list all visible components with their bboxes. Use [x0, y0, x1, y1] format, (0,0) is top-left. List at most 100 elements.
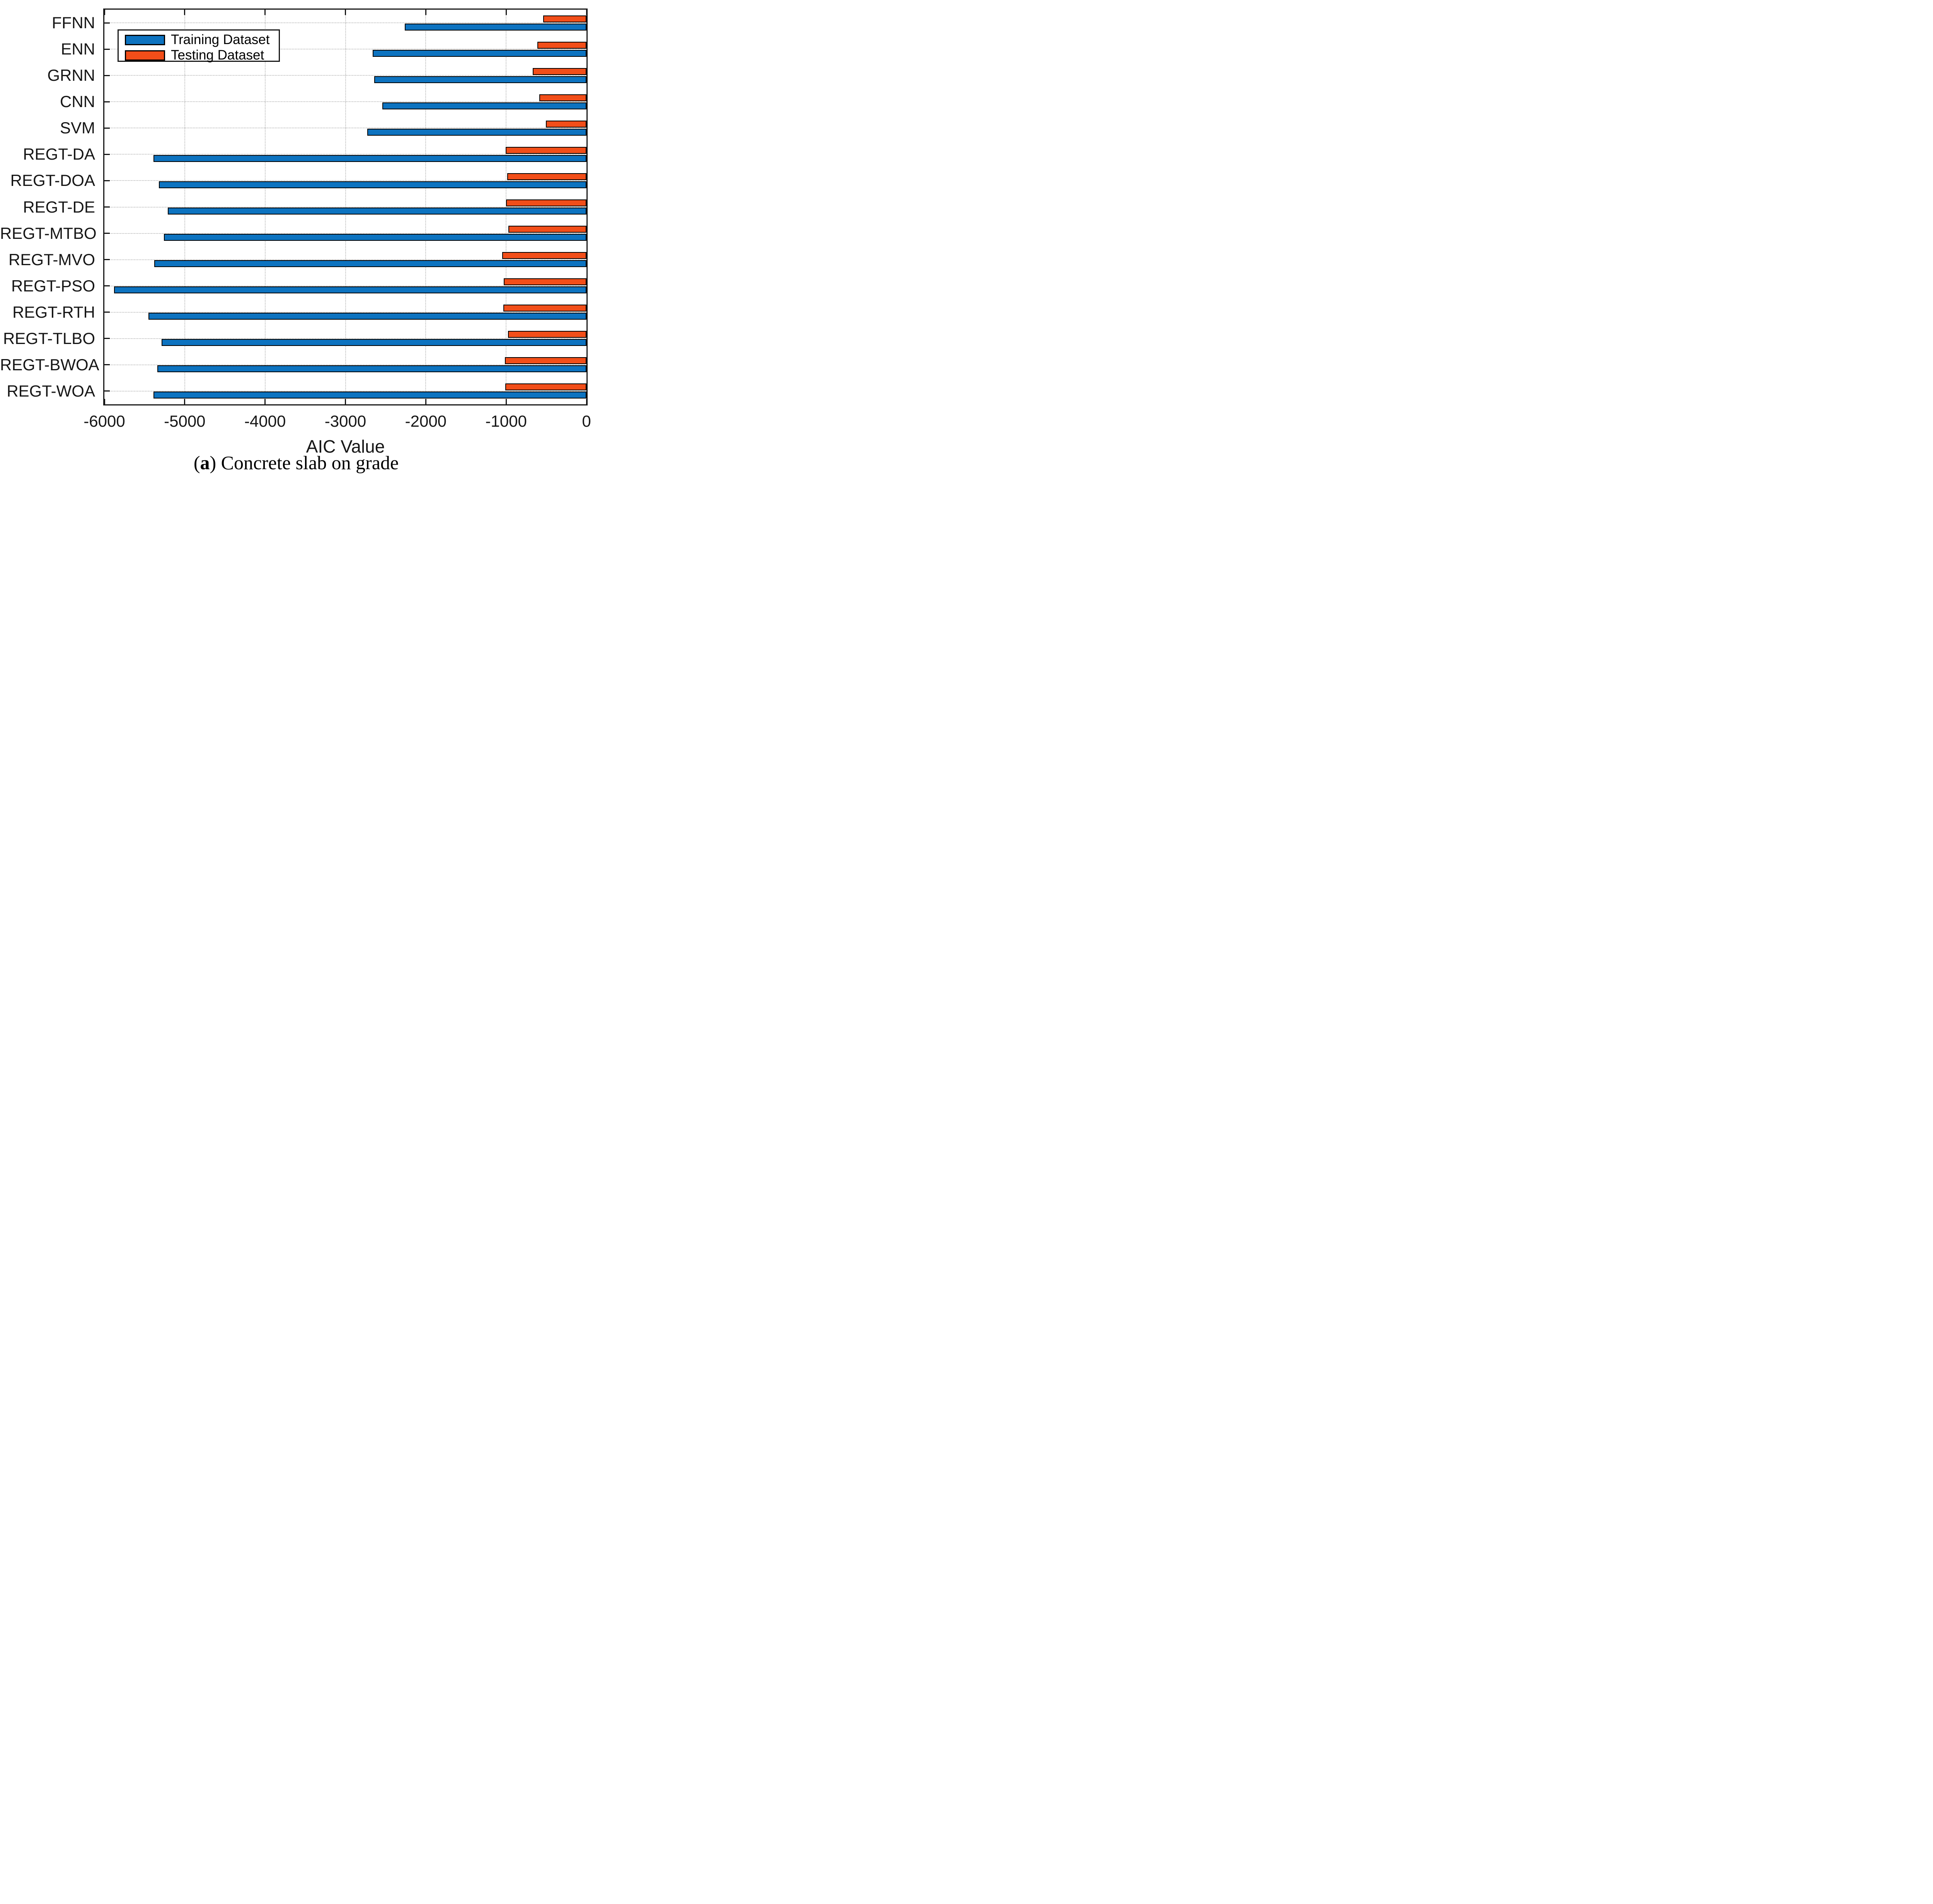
y-tick-label: REGT-RTH	[12, 303, 95, 321]
legend-label-training: Training Dataset	[171, 32, 270, 47]
x-tick-label: 0	[582, 412, 591, 430]
x-tick	[184, 10, 186, 15]
x-tick	[264, 399, 266, 404]
training-bar	[154, 260, 586, 267]
x-tick-label: -5000	[164, 412, 206, 430]
x-tick-label: -1000	[485, 412, 527, 430]
testing-bar	[532, 68, 586, 75]
training-bar	[114, 286, 586, 294]
training-bar	[405, 23, 586, 31]
plot-area	[103, 9, 588, 405]
y-gridline	[104, 75, 586, 76]
y-tick-label: GRNN	[47, 66, 95, 85]
y-tick-label: CNN	[60, 92, 95, 111]
legend: Training Dataset Testing Dataset	[118, 29, 280, 63]
testing-bar	[506, 199, 586, 206]
y-tick	[104, 101, 110, 102]
x-tick	[586, 10, 587, 15]
testing-swatch-icon	[125, 50, 165, 61]
y-tick	[104, 390, 110, 392]
y-tick-label: REGT-BWOA	[0, 355, 99, 374]
y-tick-label: REGT-DE	[23, 198, 95, 216]
y-tick	[104, 206, 110, 208]
y-tick-label: REGT-MVO	[8, 250, 95, 269]
x-tick	[505, 10, 507, 15]
y-tick	[104, 153, 110, 155]
figure-page: -6000 -5000 -4000 -3000 -2000 -1000 0 FFNN ENN G…	[0, 0, 592, 476]
training-bar	[373, 49, 586, 57]
testing-bar	[505, 357, 586, 364]
y-tick-label: REGT-DA	[23, 145, 95, 163]
y-tick-label: ENN	[61, 40, 95, 58]
y-tick	[104, 75, 110, 76]
y-gridline	[104, 206, 586, 208]
y-tick	[104, 127, 110, 129]
testing-bar	[503, 305, 586, 312]
training-bar	[164, 234, 586, 241]
y-tick	[104, 233, 110, 234]
x-tick	[264, 10, 266, 15]
training-bar	[374, 76, 586, 83]
y-gridline	[104, 154, 586, 155]
caption-letter: a	[200, 452, 210, 473]
x-tick-label: -6000	[84, 412, 125, 430]
figure-caption: (a) Concrete slab on grade	[0, 451, 592, 474]
y-gridline	[104, 390, 586, 392]
y-gridline	[104, 338, 586, 339]
legend-item-training: Training Dataset	[125, 32, 276, 48]
x-tick	[184, 399, 186, 404]
y-tick	[104, 259, 110, 261]
testing-bar	[505, 383, 586, 391]
x-tick	[104, 399, 105, 404]
y-tick-label: REGT-WOA	[7, 381, 95, 400]
y-tick	[104, 364, 110, 366]
y-gridline	[104, 233, 586, 234]
x-tick	[425, 399, 426, 404]
y-gridline	[104, 101, 586, 102]
y-gridline	[104, 22, 586, 24]
y-tick	[104, 312, 110, 313]
y-gridline	[104, 312, 586, 313]
legend-item-testing: Testing Dataset	[125, 48, 276, 63]
testing-bar	[508, 331, 586, 338]
testing-bar	[507, 173, 586, 180]
y-tick-label: REGT-TLBO	[3, 329, 95, 347]
training-bar	[159, 181, 586, 188]
caption-open-paren: (	[193, 452, 200, 473]
testing-bar	[537, 41, 586, 49]
y-tick	[104, 285, 110, 287]
x-tick	[505, 399, 507, 404]
x-axis-title: AIC Value	[306, 436, 385, 456]
y-tick-label: REGT-PSO	[11, 276, 95, 295]
testing-bar	[506, 146, 586, 154]
y-tick	[104, 48, 110, 50]
y-tick	[104, 338, 110, 339]
training-bar	[157, 365, 586, 373]
training-bar	[161, 339, 586, 346]
x-tick	[425, 10, 426, 15]
y-tick-label: FFNN	[52, 14, 95, 32]
y-tick-label: REGT-MTBO	[0, 224, 97, 242]
x-tick	[345, 10, 346, 15]
y-tick	[104, 180, 110, 181]
training-bar	[382, 102, 586, 109]
training-bar	[153, 155, 586, 162]
y-tick	[104, 22, 110, 24]
testing-bar	[508, 226, 586, 233]
y-tick-label: REGT-DOA	[10, 171, 95, 190]
training-bar	[367, 128, 586, 136]
y-gridline	[104, 364, 586, 365]
y-gridline	[104, 259, 586, 260]
testing-bar	[543, 15, 586, 22]
x-tick	[345, 399, 346, 404]
training-bar	[153, 392, 586, 399]
y-gridline	[104, 180, 586, 181]
caption-text: ) Concrete slab on grade	[210, 452, 399, 473]
x-tick-label: -3000	[324, 412, 366, 430]
x-tick	[104, 10, 105, 15]
testing-bar	[503, 278, 586, 286]
training-bar	[148, 313, 586, 320]
training-swatch-icon	[125, 34, 165, 45]
legend-label-testing: Testing Dataset	[171, 48, 264, 63]
y-tick-label: SVM	[60, 119, 95, 137]
